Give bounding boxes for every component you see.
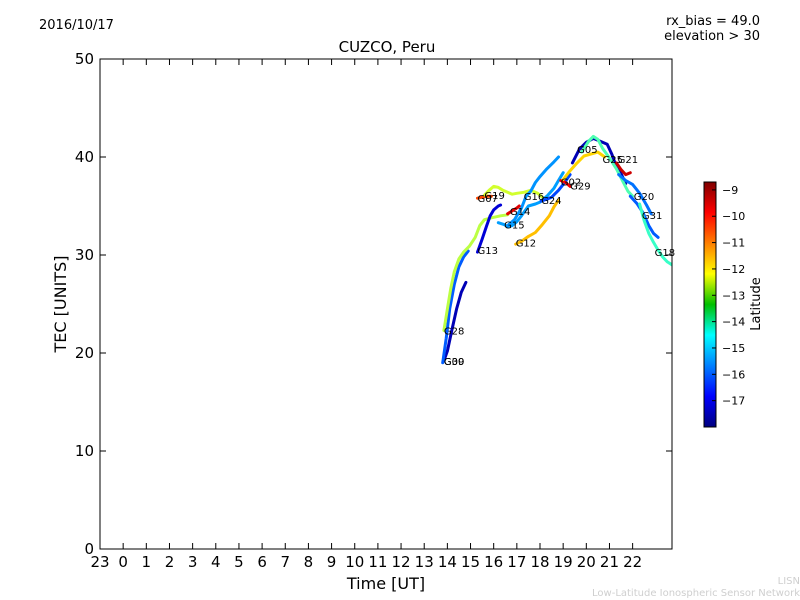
satellite-label-g05: G05 <box>577 145 597 156</box>
satellite-label-g31: G31 <box>642 211 662 222</box>
series-g02 <box>559 179 572 188</box>
x-tick-label: 21 <box>600 553 619 571</box>
colorbar-tick-label: −13 <box>722 289 745 302</box>
x-tick-label: 2 <box>165 553 175 571</box>
colorbar-tick-label: −15 <box>722 342 745 355</box>
satellite-label-g15: G15 <box>504 221 524 232</box>
colorbar-label: Latitude <box>749 277 764 331</box>
x-tick-label: 13 <box>415 553 434 571</box>
colorbar-ticks: −9 −10 −11 −12 −13 −14 −15 −16 −17 <box>712 184 745 408</box>
x-tick-label: 5 <box>234 553 244 571</box>
series-layer <box>441 134 672 365</box>
satellite-label-g13: G13 <box>478 246 498 257</box>
x-tick-label: 23 <box>90 553 109 571</box>
y-tick-label: 20 <box>75 344 94 362</box>
x-tick-label: 12 <box>392 553 411 571</box>
series-g18 <box>638 202 672 267</box>
series-g16 <box>506 155 560 228</box>
colorbar: −9 −10 −11 −12 −13 −14 −15 −16 −17 Latitude <box>703 181 764 428</box>
elevation-label: elevation > 30 <box>664 29 760 44</box>
x-tick-label: 7 <box>280 553 290 571</box>
x-tick-label: 4 <box>211 553 221 571</box>
chart-title: CUZCO, Peru <box>338 38 436 56</box>
x-tick-label: 17 <box>507 553 526 571</box>
x-tick-label: 9 <box>327 553 337 571</box>
satellite-label-g02: G02 <box>561 178 581 189</box>
series-g21 <box>614 161 632 177</box>
colorbar-tick-label: −12 <box>722 263 745 276</box>
y-tick-label: 30 <box>75 246 94 264</box>
x-tick-label: 1 <box>142 553 152 571</box>
series-g13 <box>476 203 503 254</box>
y-tick-label: 40 <box>75 148 94 166</box>
x-tick-label: 8 <box>304 553 314 571</box>
satellite-label-g24: G24 <box>541 196 561 207</box>
colorbar-tick-label: −9 <box>722 184 738 197</box>
rx-bias-label: rx_bias = 49.0 <box>666 14 760 29</box>
x-tick-label: 6 <box>257 553 267 571</box>
series-g14 <box>506 204 521 216</box>
series-g28 <box>442 213 510 332</box>
satellite-label-g28: G28 <box>444 327 464 338</box>
satellite-label-g12: G12 <box>516 238 536 249</box>
y-tick-label: 10 <box>75 442 94 460</box>
colorbar-tick-label: −10 <box>722 210 745 223</box>
series-g09 <box>441 249 470 365</box>
watermark-long: Low-Latitude Ionospheric Sensor Network <box>592 588 800 599</box>
x-tick-label: 10 <box>345 553 364 571</box>
watermark-short: LISN <box>777 576 800 587</box>
y-axis-label: TEC [UNITS] <box>51 256 70 354</box>
satellite-label-g21: G21 <box>618 155 638 166</box>
x-tick-label: 22 <box>623 553 642 571</box>
satellite-label-g09: G09 <box>444 357 464 368</box>
plot-frame <box>99 58 673 550</box>
series-g31 <box>628 194 660 239</box>
colorbar-tick-label: −16 <box>722 368 745 381</box>
colorbar-tick-label: −17 <box>722 395 745 408</box>
satellite-label-g20: G20 <box>634 192 654 203</box>
x-tick-label: 3 <box>188 553 198 571</box>
satellite-label-g30: G30 <box>444 357 464 368</box>
x-tick-label: 16 <box>484 553 503 571</box>
satellite-label-g18: G18 <box>655 248 675 259</box>
y-tick-label: 0 <box>84 540 94 558</box>
x-tick-label: 18 <box>530 553 549 571</box>
satellite-label-g29: G29 <box>570 181 590 192</box>
series-g25 <box>580 134 635 198</box>
satellite-label-g07: G07 <box>478 194 498 205</box>
x-tick-label: 14 <box>438 553 457 571</box>
series-g12 <box>514 198 560 246</box>
satellite-label-g16: G16 <box>524 192 544 203</box>
series-g20 <box>617 173 653 216</box>
x-tick-label: 0 <box>118 553 128 571</box>
colorbar-tick-label: −11 <box>722 237 745 250</box>
x-tick-label: 11 <box>368 553 387 571</box>
x-tick-label: 15 <box>461 553 480 571</box>
satellite-label-g19: G19 <box>484 191 504 202</box>
y-tick-label: 50 <box>75 50 94 68</box>
colorbar-gradient <box>703 181 717 428</box>
x-tick-label: 20 <box>577 553 596 571</box>
satellite-label-g25: G25 <box>603 155 623 166</box>
colorbar-tick-label: −14 <box>722 316 745 329</box>
date-label: 2016/10/17 <box>39 18 114 33</box>
series-g30 <box>442 280 468 363</box>
x-axis-label: Time [UT] <box>346 574 425 593</box>
satellite-label-g14: G14 <box>510 207 530 218</box>
x-tick-label: 19 <box>554 553 573 571</box>
series-g29 <box>561 150 607 181</box>
